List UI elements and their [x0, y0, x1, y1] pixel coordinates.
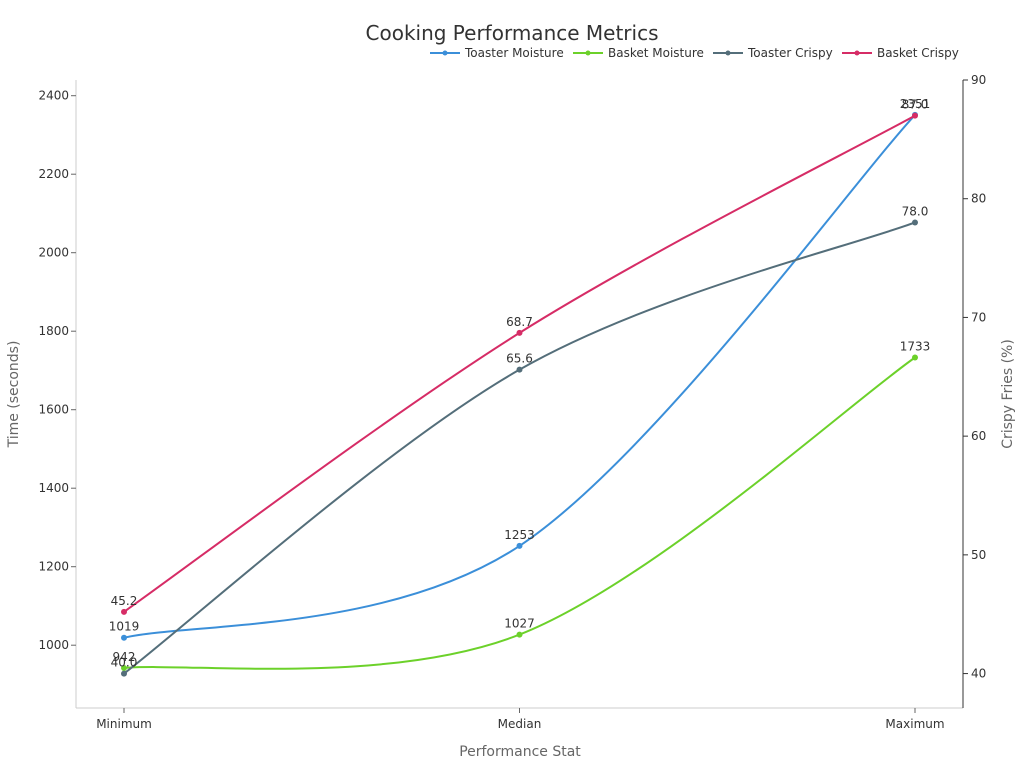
- point-basket-crispy: [516, 329, 523, 336]
- data-label-basket-moisture: 1027: [504, 617, 535, 631]
- y2-tick-label: 90: [971, 73, 986, 87]
- point-basket-crispy: [121, 608, 127, 615]
- point-basket-crispy: [912, 112, 918, 119]
- y2-tick-label: 60: [971, 429, 986, 443]
- point-basket-moisture: [912, 354, 918, 361]
- point-toaster-crispy: [912, 219, 918, 226]
- point-toaster-moisture: [516, 542, 523, 549]
- data-label-toaster-crispy: 65.6: [506, 352, 533, 366]
- data-labels: 1019 1253 2351 942 1027 1733 40.0 65.6 78.0 45.2 6…: [109, 97, 931, 670]
- data-label-basket-crispy: 45.2: [111, 594, 138, 608]
- legend-marker-basket-crispy: [854, 50, 860, 56]
- data-label-toaster-moisture: 1253: [504, 528, 535, 542]
- legend-marker-toaster-moisture: [442, 50, 448, 56]
- right-y-ticks: 40 50 60 70 80 90: [963, 73, 986, 681]
- y2-tick-label: 70: [971, 310, 986, 324]
- axes: [75, 80, 964, 709]
- y2-tick-label: 40: [971, 667, 986, 681]
- data-label-basket-crispy: 68.7: [506, 315, 533, 329]
- legend-marker-basket-moisture: [585, 50, 591, 56]
- x-tick-label: Median: [498, 717, 542, 731]
- data-label-toaster-crispy: 40.0: [111, 656, 138, 670]
- left-y-ticks: 1000 1200 1400 1600 1800 2000 2200 2400: [38, 89, 76, 652]
- x-tick-label: Maximum: [885, 717, 944, 731]
- series-line-toaster-crispy: [123, 221, 916, 675]
- legend-marker-toaster-crispy: [725, 50, 731, 56]
- data-label-toaster-crispy: 78.0: [902, 204, 929, 218]
- x-tick-label: Minimum: [96, 717, 152, 731]
- y-tick-label: 1000: [38, 638, 69, 652]
- legend: Toaster Moisture Basket Moisture Toaster C…: [430, 46, 959, 60]
- y2-tick-label: 80: [971, 192, 986, 206]
- point-basket-moisture: [516, 631, 523, 638]
- y-tick-label: 1800: [38, 324, 69, 338]
- data-label-toaster-moisture: 2351: [900, 97, 931, 111]
- point-basket-moisture: [121, 664, 127, 671]
- chart-title: Cooking Performance Metrics: [366, 21, 659, 45]
- series-line-toaster-moisture: [123, 114, 916, 639]
- series-lines: [121, 111, 918, 677]
- data-label-toaster-moisture: 1019: [109, 620, 140, 634]
- y-tick-label: 1200: [38, 560, 69, 574]
- legend-label-toaster-crispy: Toaster Crispy: [747, 46, 833, 60]
- y-tick-label: 1400: [38, 481, 69, 495]
- legend-label-toaster-moisture: Toaster Moisture: [464, 46, 564, 60]
- point-toaster-crispy: [121, 670, 127, 677]
- legend-label-basket-moisture: Basket Moisture: [608, 46, 704, 60]
- point-toaster-moisture: [121, 634, 127, 641]
- y-axis-label: Time (seconds): [6, 341, 22, 449]
- x-axis-label: Performance Stat: [459, 744, 581, 760]
- y2-tick-label: 50: [971, 548, 986, 562]
- y-tick-label: 2400: [38, 89, 69, 103]
- data-label-basket-moisture: 942: [113, 650, 136, 664]
- data-label-basket-moisture: 1733: [900, 339, 931, 353]
- y-tick-label: 1600: [38, 403, 69, 417]
- y-tick-label: 2000: [38, 246, 69, 260]
- y2-axis-label: Crispy Fries (%): [1000, 339, 1016, 449]
- y-tick-label: 2200: [38, 167, 69, 181]
- data-label-basket-crispy: 87.0: [902, 98, 929, 112]
- legend-label-basket-crispy: Basket Crispy: [877, 46, 959, 60]
- point-toaster-crispy: [516, 366, 523, 373]
- x-ticks: Minimum Median Maximum: [96, 708, 945, 731]
